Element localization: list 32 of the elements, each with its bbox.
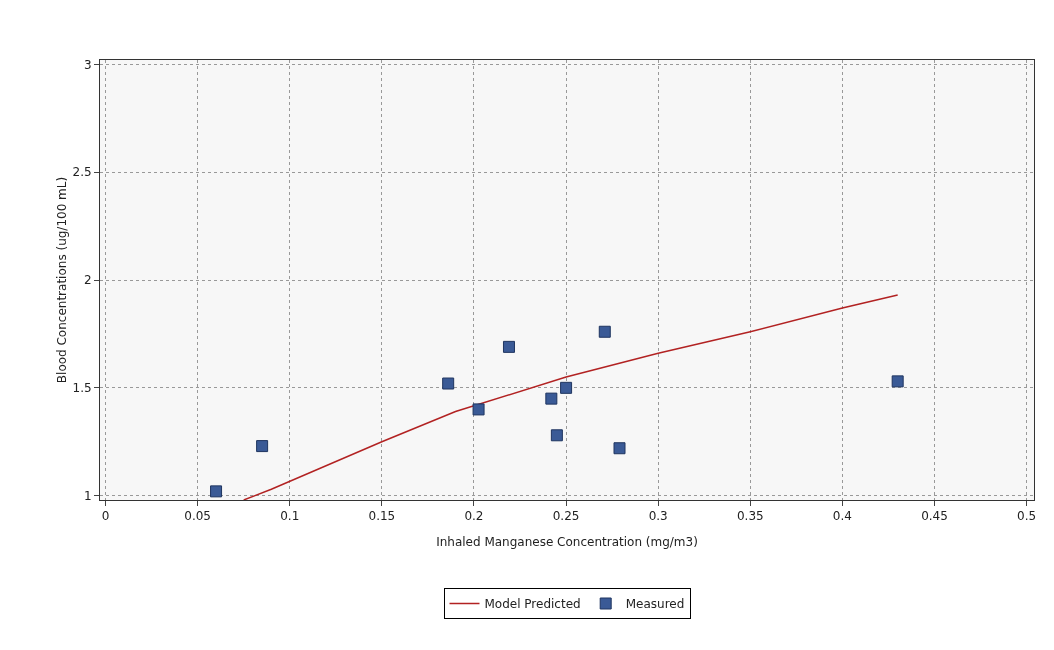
y-tick-label: 1: [83, 488, 92, 503]
x-tick-label: 0.05: [184, 509, 211, 524]
point: [442, 377, 455, 390]
y-tick-label: 2.5: [72, 165, 92, 180]
point: [613, 442, 626, 455]
y-tick-label: 2: [83, 273, 92, 288]
x-tick-label: 0: [101, 509, 110, 524]
y-tick-label: 1.5: [72, 381, 92, 396]
line-series: [242, 294, 899, 500]
point: [256, 440, 269, 453]
legend-label: Model Predicted: [484, 597, 581, 612]
x-tick-label: 0.25: [552, 509, 580, 524]
x-tick-label: 0.4: [832, 509, 852, 524]
point: [545, 392, 558, 405]
x-tick-label: 0.35: [736, 509, 764, 524]
x-axis-title: Inhaled Manganese Concentration (mg/m3): [436, 535, 698, 549]
x-tick-label: 0.15: [368, 509, 396, 524]
y-axis-title: Blood Concentrations (ug/100 mL): [55, 176, 69, 384]
x-tick-label: 0.2: [464, 509, 484, 524]
point: [550, 429, 563, 442]
legend-label: Measured: [625, 597, 685, 612]
x-tick-label: 0.45: [921, 509, 948, 524]
y-tick-label: 3: [83, 57, 92, 72]
point: [891, 375, 904, 388]
point: [598, 325, 611, 338]
x-tick-label: 0.1: [280, 509, 300, 524]
point: [560, 381, 573, 394]
x-tick-label: 0.3: [648, 509, 668, 524]
point: [472, 403, 485, 416]
point: [210, 485, 223, 498]
x-tick-label: 0.5: [1017, 509, 1037, 524]
point: [502, 340, 515, 353]
